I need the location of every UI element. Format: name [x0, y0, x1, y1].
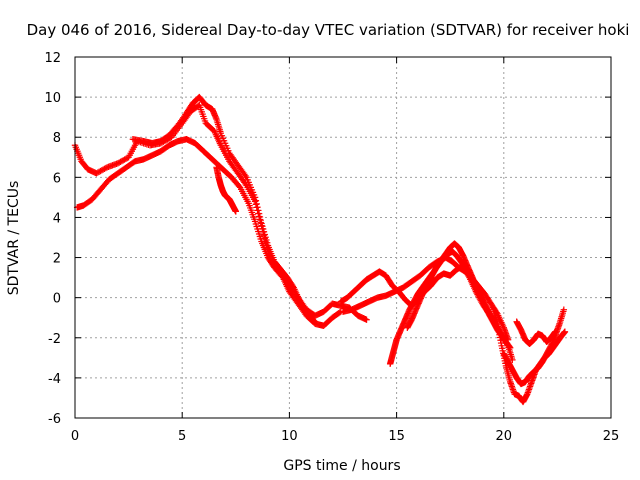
- series-track-2: [73, 136, 345, 329]
- data-point: [256, 213, 264, 221]
- data-point: [255, 210, 263, 217]
- data-point: [310, 317, 318, 324]
- x-tick-label: 25: [603, 429, 620, 444]
- x-tick-label: 15: [388, 429, 405, 444]
- data-point: [311, 318, 319, 325]
- series-track-3: [129, 93, 319, 325]
- y-tick-label: -6: [48, 412, 61, 427]
- y-tick-label: 0: [53, 292, 61, 307]
- x-tick-label: 5: [178, 429, 186, 444]
- x-tick-label: 10: [281, 429, 298, 444]
- y-tick-label: 2: [53, 252, 61, 267]
- data-point: [363, 316, 370, 323]
- y-axis-title: SDTVAR / TECUs: [6, 181, 22, 296]
- data-point: [561, 328, 569, 335]
- series-track-8: [404, 240, 514, 352]
- y-tick-label: 12: [44, 51, 61, 66]
- data-point: [242, 180, 249, 188]
- data-point: [261, 231, 268, 238]
- data-points: [71, 93, 569, 406]
- series-track-6: [339, 254, 512, 343]
- data-point: [259, 225, 267, 233]
- y-tick-label: 10: [44, 91, 61, 106]
- data-point: [257, 217, 264, 224]
- plot-frame: [74, 56, 612, 419]
- data-point: [552, 328, 559, 335]
- data-point: [260, 228, 268, 235]
- series-track-7: [386, 248, 507, 368]
- data-point: [232, 208, 239, 215]
- data-point: [560, 306, 568, 313]
- x-tick-label: 0: [71, 429, 79, 444]
- y-tick-label: 6: [53, 171, 61, 186]
- grid: [75, 57, 611, 418]
- axis-ticks: 0 5 10 15 20 25 -6 -4 -2 0 2 4 6 8 10 12: [44, 51, 619, 444]
- data-point: [242, 172, 249, 180]
- data-point: [509, 356, 516, 364]
- y-tick-label: 4: [53, 211, 61, 226]
- data-point: [263, 236, 270, 244]
- data-point: [254, 203, 261, 211]
- data-point: [507, 344, 514, 352]
- chart-title: Day 046 of 2016, Sidereal Day-to-day VTE…: [27, 21, 630, 39]
- y-tick-label: -4: [48, 372, 61, 387]
- data-point: [263, 239, 271, 246]
- data-point: [259, 223, 266, 230]
- data-point: [262, 234, 269, 241]
- x-axis-title: GPS time / hours: [283, 458, 400, 474]
- data-point: [235, 182, 243, 190]
- data-point: [258, 220, 265, 227]
- y-tick-label: -2: [48, 332, 61, 347]
- x-tick-label: 20: [496, 429, 513, 444]
- data-point: [255, 207, 262, 214]
- y-tick-label: 8: [53, 131, 61, 146]
- data-point: [251, 194, 259, 201]
- data-point: [336, 309, 343, 316]
- data-point: [252, 197, 260, 204]
- series-track-4: [213, 164, 239, 215]
- series-track-11: [513, 318, 559, 347]
- data-point: [253, 200, 260, 208]
